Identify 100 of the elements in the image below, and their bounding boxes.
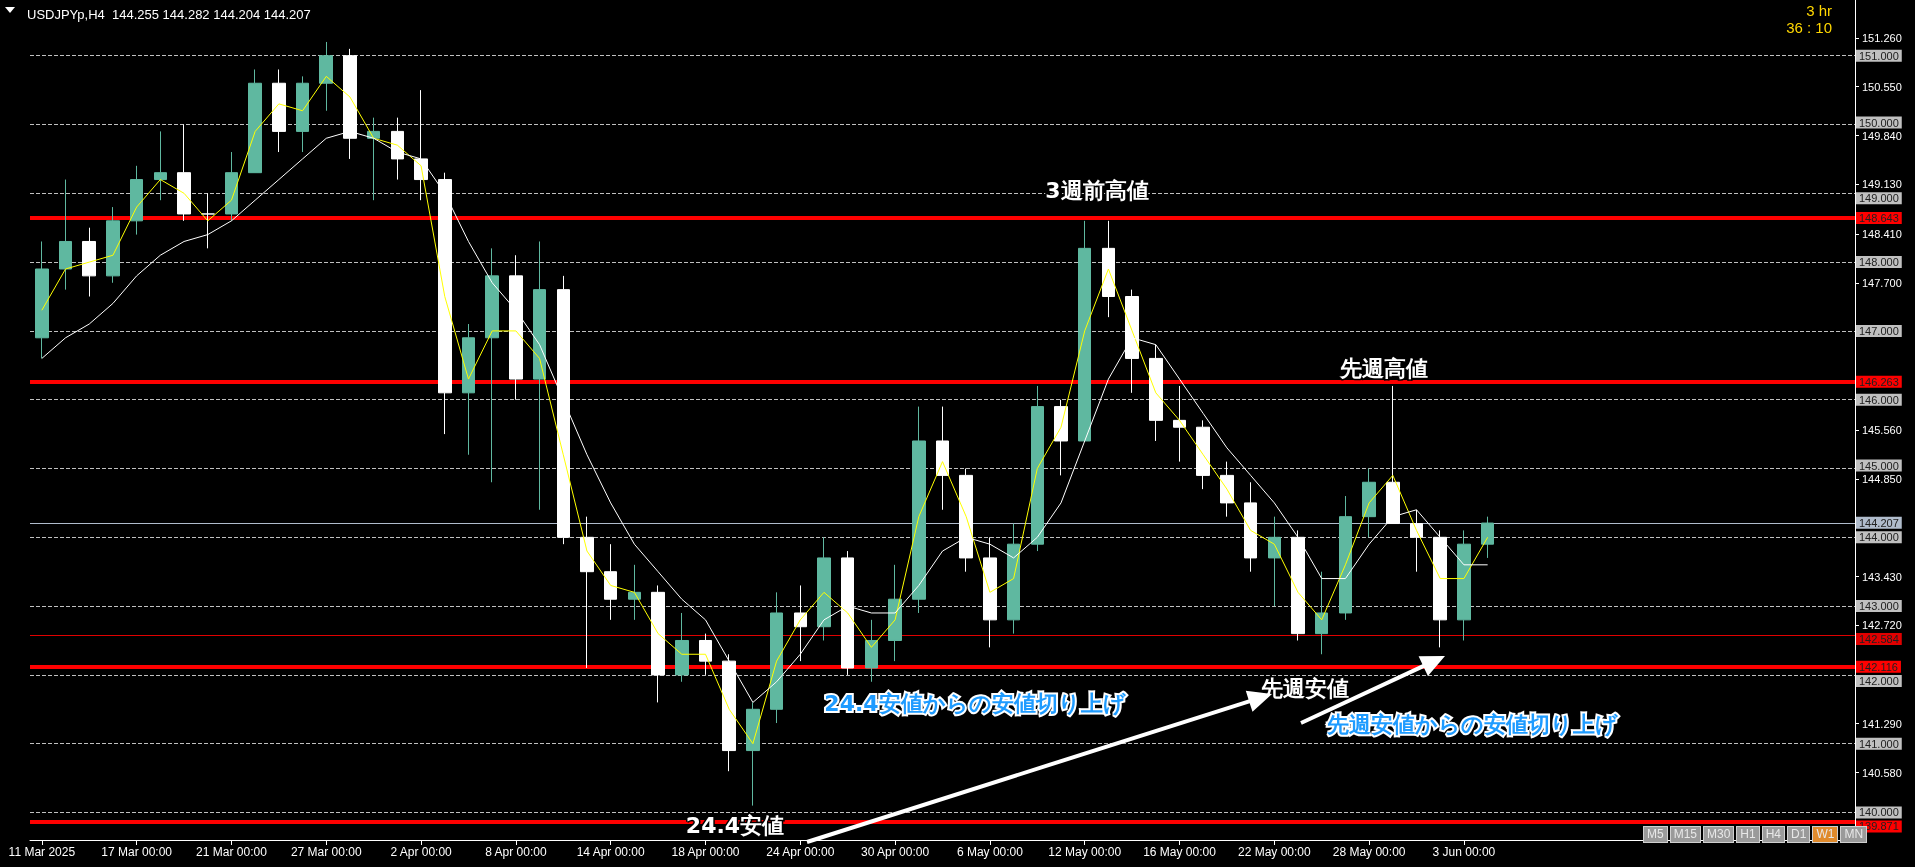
x-tick-label: 14 Apr 00:00: [576, 845, 646, 859]
candlestick: [1457, 529, 1471, 641]
candlestick: [651, 584, 665, 703]
x-tick-label: 8 Apr 00:00: [485, 845, 547, 859]
candlestick: [1078, 220, 1091, 442]
candlestick: [1125, 289, 1139, 394]
ref-line-label: 151.000: [1859, 49, 1899, 62]
candlestick: [1007, 523, 1020, 635]
x-tick-label: 17 Mar 00:00: [101, 845, 173, 859]
candlestick: [485, 247, 499, 483]
candlestick: [130, 165, 143, 236]
candlestick: [983, 536, 997, 648]
ref-line-label: 142.000: [1859, 674, 1899, 687]
ref-line-label: 146.000: [1859, 393, 1899, 406]
candlestick: [1031, 385, 1044, 552]
candlestick: [746, 701, 760, 807]
candlestick: [1244, 481, 1257, 573]
candlestick: [296, 75, 309, 153]
ref-line-label: 142.116: [1859, 660, 1898, 673]
x-tick-label: 6 May 00:00: [956, 845, 1024, 859]
x-tick-label: 21 Mar 00:00: [196, 845, 268, 859]
ref-line-label: 148.643: [1859, 212, 1899, 225]
candlestick: [248, 68, 262, 174]
candlestick: [1149, 344, 1163, 442]
x-tick-label: 28 May 00:00: [1332, 845, 1406, 859]
candlestick: [912, 406, 926, 614]
candlestick: [580, 516, 594, 669]
y-tick-label: 140.580: [1862, 766, 1902, 779]
annotation: M30: [1703, 826, 1735, 843]
candlestick: [106, 206, 120, 284]
x-tick-label: 30 Apr 00:00: [861, 845, 930, 859]
annotation: 3 hr: [1806, 1, 1832, 19]
annotation: 先週高値: [1339, 355, 1428, 381]
candlestick: [1291, 529, 1305, 641]
candlestick: [817, 536, 831, 641]
candlestick: [319, 41, 333, 112]
y-tick-label: 149.130: [1862, 178, 1902, 191]
ref-line-label: 144.000: [1859, 531, 1899, 544]
ref-line-label: 147.000: [1859, 324, 1899, 337]
candlestick: [1268, 516, 1281, 607]
candlestick: [1362, 468, 1376, 538]
candlestick: [1433, 529, 1447, 648]
ref-line-label: 140.000: [1859, 806, 1899, 819]
annotation: M5: [1643, 826, 1668, 843]
y-tick-label: 143.430: [1862, 570, 1902, 583]
candlestick: [557, 275, 570, 545]
y-tick-label: 141.290: [1862, 717, 1902, 730]
annotation: H4: [1761, 826, 1786, 843]
x-tick-label: 12 May 00:00: [1048, 845, 1122, 859]
candlestick: [1339, 495, 1352, 621]
candlestick: [82, 227, 96, 298]
y-tick-label: 151.260: [1862, 31, 1902, 44]
ref-line-label: 144.207: [1859, 516, 1899, 529]
candlestick: [154, 130, 167, 201]
candlestick: [1173, 385, 1186, 463]
candlestick: [959, 468, 973, 573]
x-tick-label: 16 May 00:00: [1143, 845, 1217, 859]
candlestick: [59, 179, 72, 291]
candlestick: [201, 192, 215, 249]
candlestick: [462, 323, 475, 456]
x-tick-label: 24 Apr 00:00: [766, 845, 835, 859]
candlestick: [367, 117, 380, 201]
annotation: H1: [1736, 826, 1760, 843]
y-tick-label: 142.720: [1862, 619, 1902, 632]
candlestick: [272, 68, 286, 153]
candlestick: [770, 591, 783, 724]
y-tick-label: 147.700: [1862, 276, 1902, 289]
annotation: D1: [1787, 826, 1811, 843]
candlestick: [1386, 385, 1400, 525]
candlestick: [628, 564, 641, 621]
candlestick: [1196, 419, 1210, 490]
ref-line-label: 149.000: [1859, 192, 1899, 205]
x-tick-label: 11 Mar 2025: [8, 845, 76, 859]
x-tick-label: 22 May 00:00: [1237, 845, 1311, 859]
candlestick: [1481, 516, 1494, 559]
candlestick: [1220, 461, 1234, 518]
ref-line-label: 143.000: [1859, 600, 1899, 613]
candlestick: [533, 240, 546, 511]
candlestick: [1315, 571, 1328, 655]
y-tick-label: 149.840: [1862, 129, 1902, 142]
candlestick: [794, 584, 807, 662]
ref-line-label: 142.584: [1859, 632, 1899, 645]
x-tick-label: 27 Mar 00:00: [290, 845, 362, 859]
x-tick-label: 2 Apr 00:00: [390, 845, 453, 859]
ref-line-label: 146.263: [1859, 375, 1899, 388]
annotation: 先週安値からの安値切り上げ: [1325, 711, 1618, 737]
ref-line-label: 150.000: [1859, 116, 1899, 129]
candlestick: [675, 612, 689, 683]
x-tick-label: 18 Apr 00:00: [671, 845, 740, 859]
candlestick: [1102, 220, 1115, 318]
text: USDJPYp,H4 144.255 144.282 144.204 144.207: [27, 7, 311, 22]
candlestick: [1054, 399, 1068, 476]
ref-line-label: 145.000: [1859, 459, 1899, 472]
candlestick: [604, 543, 617, 621]
candlestick: [177, 124, 191, 222]
annotation: 24.4安値からの安値切り上げ: [824, 690, 1126, 716]
annotation: W1: [1812, 826, 1839, 843]
y-tick-label: 148.410: [1862, 227, 1902, 240]
y-tick-label: 145.560: [1862, 423, 1902, 436]
candlestick: [936, 406, 949, 511]
